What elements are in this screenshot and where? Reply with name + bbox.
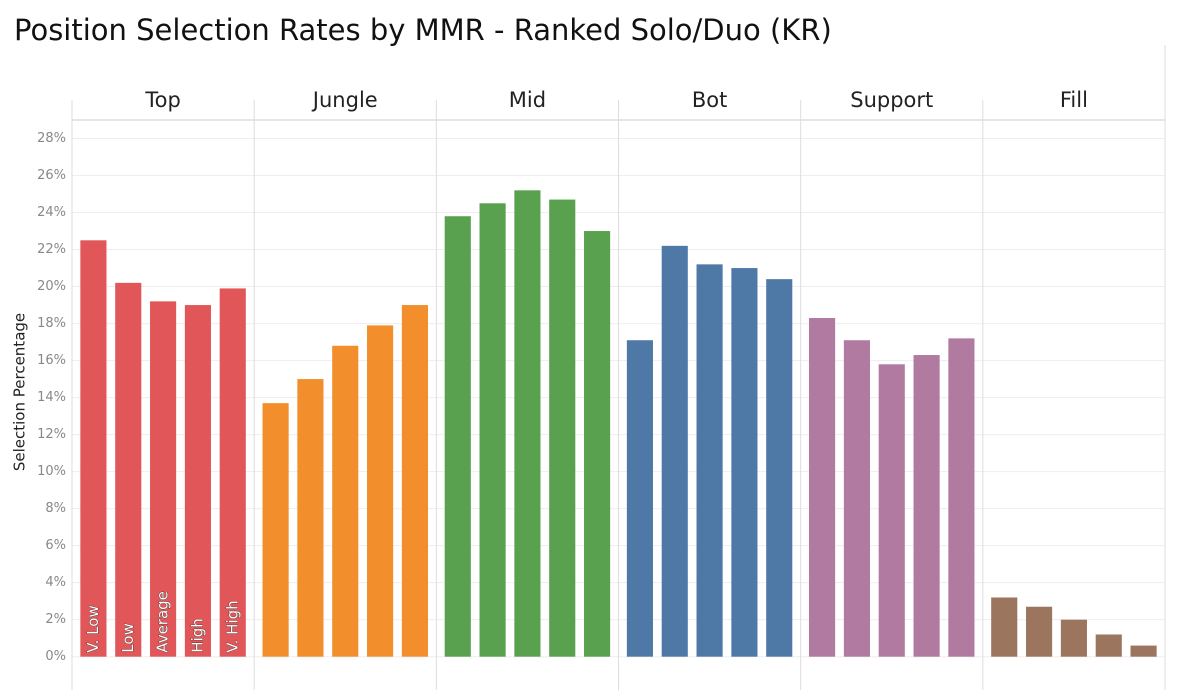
bar (809, 318, 836, 657)
bar (661, 245, 688, 657)
y-tick-label: 16% (37, 353, 66, 368)
bar (1130, 645, 1157, 657)
bar (584, 231, 611, 657)
bar (219, 288, 246, 657)
bar (184, 305, 211, 657)
y-tick-label: 4% (45, 575, 66, 590)
category-label: Average (154, 591, 172, 653)
bar (948, 338, 975, 657)
bar (913, 355, 940, 657)
y-axis-title: Selection Percentage (11, 313, 29, 471)
bar (991, 597, 1018, 657)
panel-header: Top (144, 88, 180, 112)
panel-header: Fill (1060, 88, 1088, 112)
bar (549, 199, 576, 657)
bar (80, 240, 107, 657)
y-tick-label: 22% (37, 242, 66, 257)
bar (1026, 606, 1053, 657)
panel-header: Support (850, 88, 933, 112)
panel-header: Jungle (311, 88, 378, 112)
y-tick-label: 0% (45, 649, 66, 664)
bar (332, 345, 359, 657)
y-tick-label: 24% (37, 205, 66, 220)
bar (696, 264, 723, 657)
chart-title: Position Selection Rates by MMR - Ranked… (14, 13, 832, 47)
bar (1060, 619, 1087, 657)
category-label: Low (119, 623, 137, 653)
category-label: V. High (223, 600, 241, 652)
bar (150, 301, 177, 657)
y-tick-label: 10% (37, 464, 66, 479)
bar (297, 379, 324, 657)
panel-header: Mid (509, 88, 546, 112)
panel-header: Bot (692, 88, 728, 112)
y-tick-label: 12% (37, 427, 66, 442)
category-label: V. Low (84, 605, 102, 652)
bar (444, 216, 471, 657)
bar (1095, 634, 1122, 657)
bar (878, 364, 905, 657)
y-tick-label: 8% (45, 501, 66, 516)
bar (843, 340, 870, 657)
bar (115, 282, 142, 657)
bar (367, 325, 394, 657)
y-tick-label: 26% (37, 168, 66, 183)
y-tick-label: 6% (45, 538, 66, 553)
y-tick-label: 2% (45, 612, 66, 627)
bar (766, 279, 793, 657)
bar (514, 190, 541, 657)
bar (626, 340, 653, 657)
bar (731, 268, 758, 657)
y-tick-label: 14% (37, 390, 66, 405)
bar (262, 403, 289, 657)
category-label: High (188, 618, 206, 652)
bar (401, 305, 428, 657)
y-tick-label: 18% (37, 316, 66, 331)
y-tick-label: 20% (37, 279, 66, 294)
y-tick-label: 28% (37, 131, 66, 146)
bar (479, 203, 506, 657)
